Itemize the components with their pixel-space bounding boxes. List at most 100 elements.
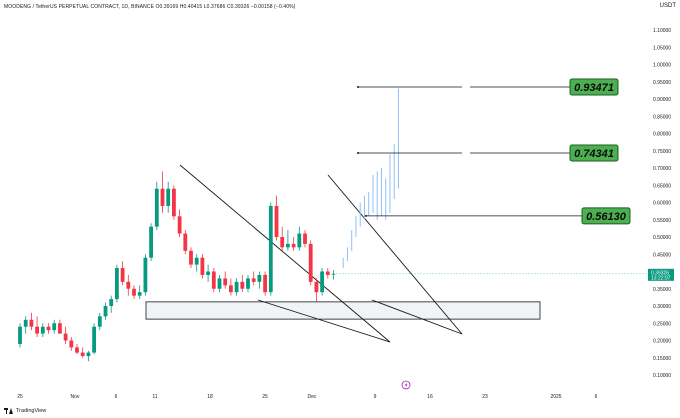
candle[interactable] <box>52 319 57 334</box>
candle[interactable] <box>137 285 142 300</box>
candle-body <box>29 319 34 327</box>
candle-body <box>52 323 57 331</box>
candle-body <box>263 274 267 293</box>
candle-body <box>23 319 28 327</box>
candle[interactable] <box>149 223 153 262</box>
support-zone[interactable] <box>145 301 541 320</box>
candle[interactable] <box>274 195 279 241</box>
tradingview-logo[interactable]: TradingView <box>4 408 46 414</box>
y-tick-label: 0.55000 <box>653 218 671 224</box>
candle[interactable] <box>63 326 68 344</box>
candle-body <box>229 285 233 293</box>
candle[interactable] <box>35 316 39 338</box>
trendline-wedge-1-upper[interactable] <box>179 164 391 343</box>
candle[interactable] <box>75 343 79 355</box>
candle[interactable] <box>200 254 205 279</box>
candle[interactable] <box>86 350 91 362</box>
candle-body <box>286 243 290 248</box>
candle[interactable] <box>223 271 228 289</box>
candle[interactable] <box>251 271 256 286</box>
candle[interactable] <box>120 261 125 286</box>
candle[interactable] <box>46 323 51 334</box>
candle[interactable] <box>297 226 302 251</box>
candle[interactable] <box>194 254 199 272</box>
brand-name: TradingView <box>16 408 47 414</box>
candle[interactable] <box>308 240 313 286</box>
candle[interactable] <box>211 268 216 293</box>
y-tick-label: 1.05000 <box>653 45 671 51</box>
currency-label[interactable]: USDT <box>659 3 676 9</box>
candle[interactable] <box>183 230 188 255</box>
candle-body <box>331 273 336 275</box>
target-level-1[interactable]: 0.93471 <box>357 78 619 96</box>
candle[interactable] <box>286 230 290 251</box>
candle[interactable] <box>172 185 176 220</box>
candle[interactable] <box>234 278 239 296</box>
trendline-wedge-2-lower[interactable] <box>371 299 463 335</box>
symbol-title: MOODENG / TetherUS PERPETUAL CONTRACT, 1… <box>4 4 155 10</box>
trendline-wedge-1-lower[interactable] <box>257 299 391 343</box>
trendline-wedge-2-upper[interactable] <box>327 174 463 335</box>
candle-body <box>58 323 62 334</box>
candle[interactable] <box>132 285 136 300</box>
candle[interactable] <box>325 268 330 279</box>
candle[interactable] <box>206 264 210 282</box>
candle[interactable] <box>217 274 222 293</box>
candle[interactable] <box>177 209 182 237</box>
candle[interactable] <box>97 312 102 331</box>
candle-body <box>291 243 296 248</box>
y-tick-label: 0.95000 <box>653 80 671 86</box>
candle[interactable] <box>320 268 324 296</box>
candle[interactable] <box>160 171 165 213</box>
event-marker-icon[interactable] <box>401 380 411 390</box>
candle-body <box>303 233 307 244</box>
candle[interactable] <box>92 323 96 355</box>
candle[interactable] <box>291 237 296 251</box>
candle[interactable] <box>331 270 336 280</box>
candle[interactable] <box>40 323 45 338</box>
candle[interactable] <box>229 278 233 296</box>
candle[interactable] <box>126 274 131 296</box>
lightning-icon <box>404 382 408 388</box>
candle-body <box>75 347 79 353</box>
bar-countdown: 13:22:07 <box>651 275 671 281</box>
candle-body <box>217 278 222 289</box>
candle[interactable] <box>58 319 62 334</box>
candle-body <box>109 299 114 306</box>
candle[interactable] <box>268 202 273 296</box>
x-tick-label: 2025 <box>550 394 561 400</box>
candle[interactable] <box>18 323 22 348</box>
candle[interactable] <box>23 316 28 334</box>
target-label: 0.93471 <box>574 82 614 94</box>
y-tick-label: 0.65000 <box>653 183 671 189</box>
candle[interactable] <box>103 302 108 320</box>
candle-body <box>149 226 153 258</box>
candle-body <box>268 205 273 293</box>
candle[interactable] <box>69 337 74 351</box>
candle[interactable] <box>115 264 119 303</box>
candle[interactable] <box>257 271 262 289</box>
candle-body <box>206 271 210 275</box>
target-level-3[interactable]: 0.56130 <box>365 207 631 225</box>
target-level-2[interactable]: 0.74341 <box>357 144 619 162</box>
candle[interactable] <box>263 271 267 296</box>
candle[interactable] <box>143 254 148 296</box>
candle[interactable] <box>80 347 85 358</box>
candle-body <box>189 250 193 265</box>
candle[interactable] <box>189 247 193 269</box>
y-tick-label: 0.20000 <box>653 339 671 345</box>
candle[interactable] <box>246 274 250 293</box>
candle[interactable] <box>280 226 285 251</box>
candle-body <box>183 233 188 251</box>
candle[interactable] <box>29 312 34 331</box>
candle[interactable] <box>109 295 114 313</box>
x-tick-label: 11 <box>152 394 157 400</box>
candle[interactable] <box>154 181 159 231</box>
candle[interactable] <box>240 274 245 293</box>
candle[interactable] <box>303 230 307 248</box>
candle[interactable] <box>314 278 319 303</box>
candle[interactable] <box>166 181 171 213</box>
y-tick-label: 1.10000 <box>653 28 671 34</box>
